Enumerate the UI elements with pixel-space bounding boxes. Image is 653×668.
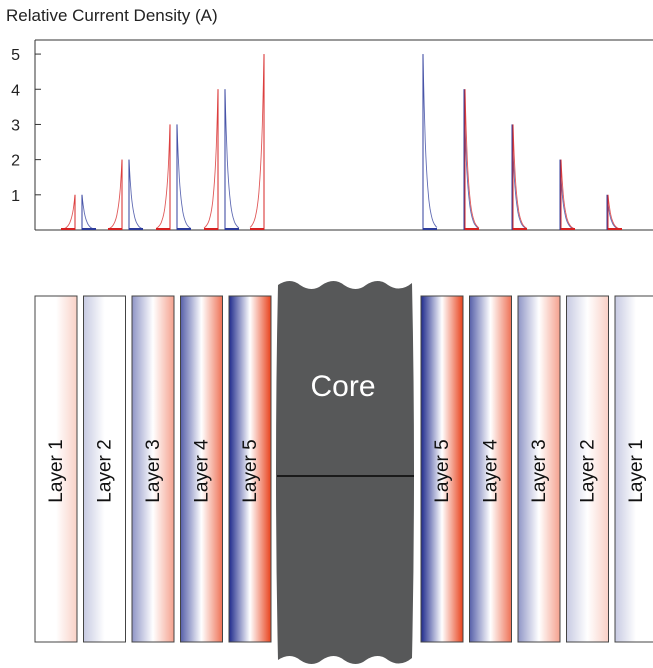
layer-bar xyxy=(83,295,126,643)
baseline-segment xyxy=(225,228,239,230)
decay-curve xyxy=(155,124,171,230)
layer-label: Layer 4 xyxy=(192,439,213,503)
layer-bar xyxy=(469,295,512,643)
layer-label: Layer 4 xyxy=(481,439,502,503)
y-ticks: 1 2 3 4 5 xyxy=(11,47,41,205)
decay-curve xyxy=(422,54,438,230)
y-tick-label: 1 xyxy=(11,188,20,205)
layer-label: Layer 2 xyxy=(578,439,599,502)
layer-label: Layer 2 xyxy=(95,439,116,502)
decay-curve xyxy=(203,89,219,230)
layer-bar xyxy=(180,295,223,643)
layer-bar xyxy=(566,295,609,643)
core-shape xyxy=(276,281,414,664)
decay-curve xyxy=(511,124,527,230)
layer-label: Layer 3 xyxy=(529,439,550,502)
layer-bar xyxy=(131,295,175,643)
y-tick-label: 5 xyxy=(11,47,20,64)
decay-curve xyxy=(128,159,144,230)
layer-label: Layer 1 xyxy=(46,439,67,502)
layer-bar xyxy=(517,295,561,643)
baseline-segment xyxy=(82,228,96,230)
layer-label: Layer 5 xyxy=(240,439,261,502)
layer-label: Layer 3 xyxy=(143,439,164,502)
decay-curve xyxy=(463,89,479,230)
baseline-segment xyxy=(250,228,264,230)
chart-marks xyxy=(60,54,623,230)
layer-bar xyxy=(614,295,653,643)
layer-bar xyxy=(420,295,464,643)
baseline-segment xyxy=(156,228,170,230)
current-density-chart: 1 2 3 4 5 xyxy=(11,39,653,231)
decay-curve xyxy=(512,124,528,230)
y-tick-label: 2 xyxy=(11,153,20,170)
baseline-segment xyxy=(204,228,218,230)
baseline-segment xyxy=(561,228,575,230)
baseline-segment xyxy=(177,228,191,230)
core: Core xyxy=(276,281,414,664)
chart-title: Relative Current Density (A) xyxy=(6,6,218,25)
decay-curve xyxy=(176,124,192,230)
baseline-segment xyxy=(465,228,479,230)
decay-curve xyxy=(464,89,480,230)
baseline-segment xyxy=(129,228,143,230)
decay-curve xyxy=(560,159,576,230)
left-layers: Layer 1 Layer 2 Layer 3 Layer 4 Layer 5 xyxy=(34,295,272,643)
right-layers: Layer 5 Layer 4 Layer 3 Layer 2 Layer 1 xyxy=(420,295,653,643)
baseline-segment xyxy=(423,228,437,230)
decay-curve xyxy=(249,54,265,230)
decay-curve xyxy=(107,159,123,230)
y-tick-label: 4 xyxy=(11,82,20,99)
baseline-segment xyxy=(513,228,527,230)
y-tick-label: 3 xyxy=(11,117,20,134)
decay-curve xyxy=(224,89,240,230)
layer-label: Layer 5 xyxy=(432,439,453,502)
baseline-segment xyxy=(608,228,622,230)
layer-bar xyxy=(34,295,78,643)
core-label: Core xyxy=(310,370,375,403)
layer-bar xyxy=(228,295,272,643)
layer-label: Layer 1 xyxy=(626,439,647,502)
baseline-segment xyxy=(108,228,122,230)
decay-curve xyxy=(559,159,575,230)
baseline-segment xyxy=(61,228,75,230)
